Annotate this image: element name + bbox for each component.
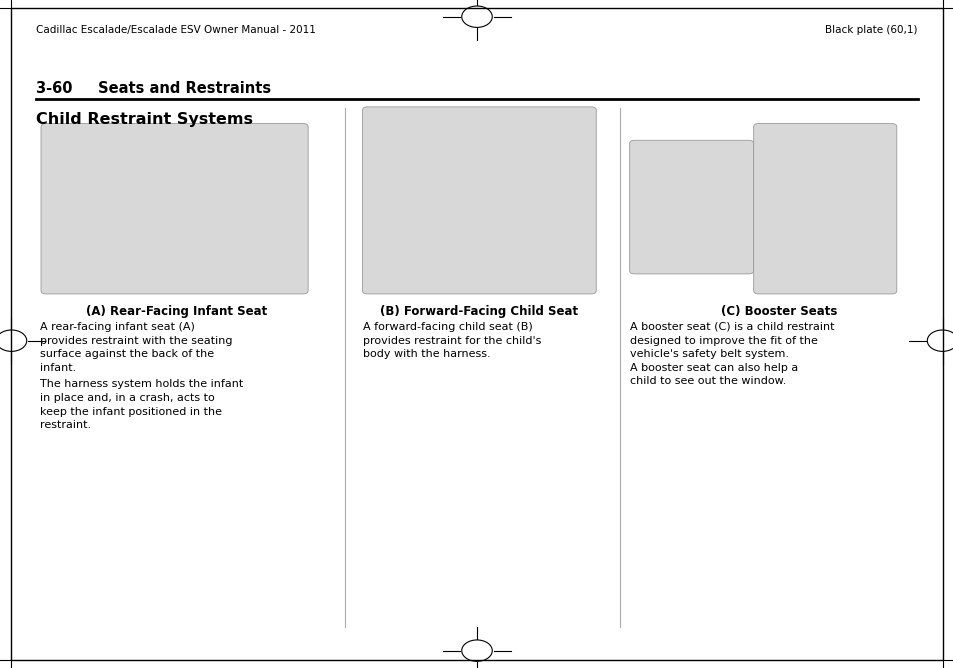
Text: A forward-facing child seat (B)
provides restraint for the child's
body with the: A forward-facing child seat (B) provides… xyxy=(362,322,540,359)
FancyBboxPatch shape xyxy=(753,124,896,294)
Text: A booster seat (C) is a child restraint
designed to improve the fit of the
vehic: A booster seat (C) is a child restraint … xyxy=(629,322,833,386)
Text: A rear-facing infant seat (A)
provides restraint with the seating
surface agains: A rear-facing infant seat (A) provides r… xyxy=(40,322,233,373)
Text: The harness system holds the infant
in place and, in a crash, acts to
keep the i: The harness system holds the infant in p… xyxy=(40,379,243,430)
Text: (B) Forward-Facing Child Seat: (B) Forward-Facing Child Seat xyxy=(379,305,578,317)
Text: Cadillac Escalade/Escalade ESV Owner Manual - 2011: Cadillac Escalade/Escalade ESV Owner Man… xyxy=(36,25,315,35)
Text: Child Restraint Systems: Child Restraint Systems xyxy=(36,112,253,126)
Text: 3-60     Seats and Restraints: 3-60 Seats and Restraints xyxy=(36,81,271,96)
FancyBboxPatch shape xyxy=(362,107,596,294)
Text: Black plate (60,1): Black plate (60,1) xyxy=(824,25,917,35)
Text: (A) Rear-Facing Infant Seat: (A) Rear-Facing Infant Seat xyxy=(86,305,267,317)
FancyBboxPatch shape xyxy=(629,140,753,274)
Text: (C) Booster Seats: (C) Booster Seats xyxy=(720,305,837,317)
FancyBboxPatch shape xyxy=(41,124,308,294)
